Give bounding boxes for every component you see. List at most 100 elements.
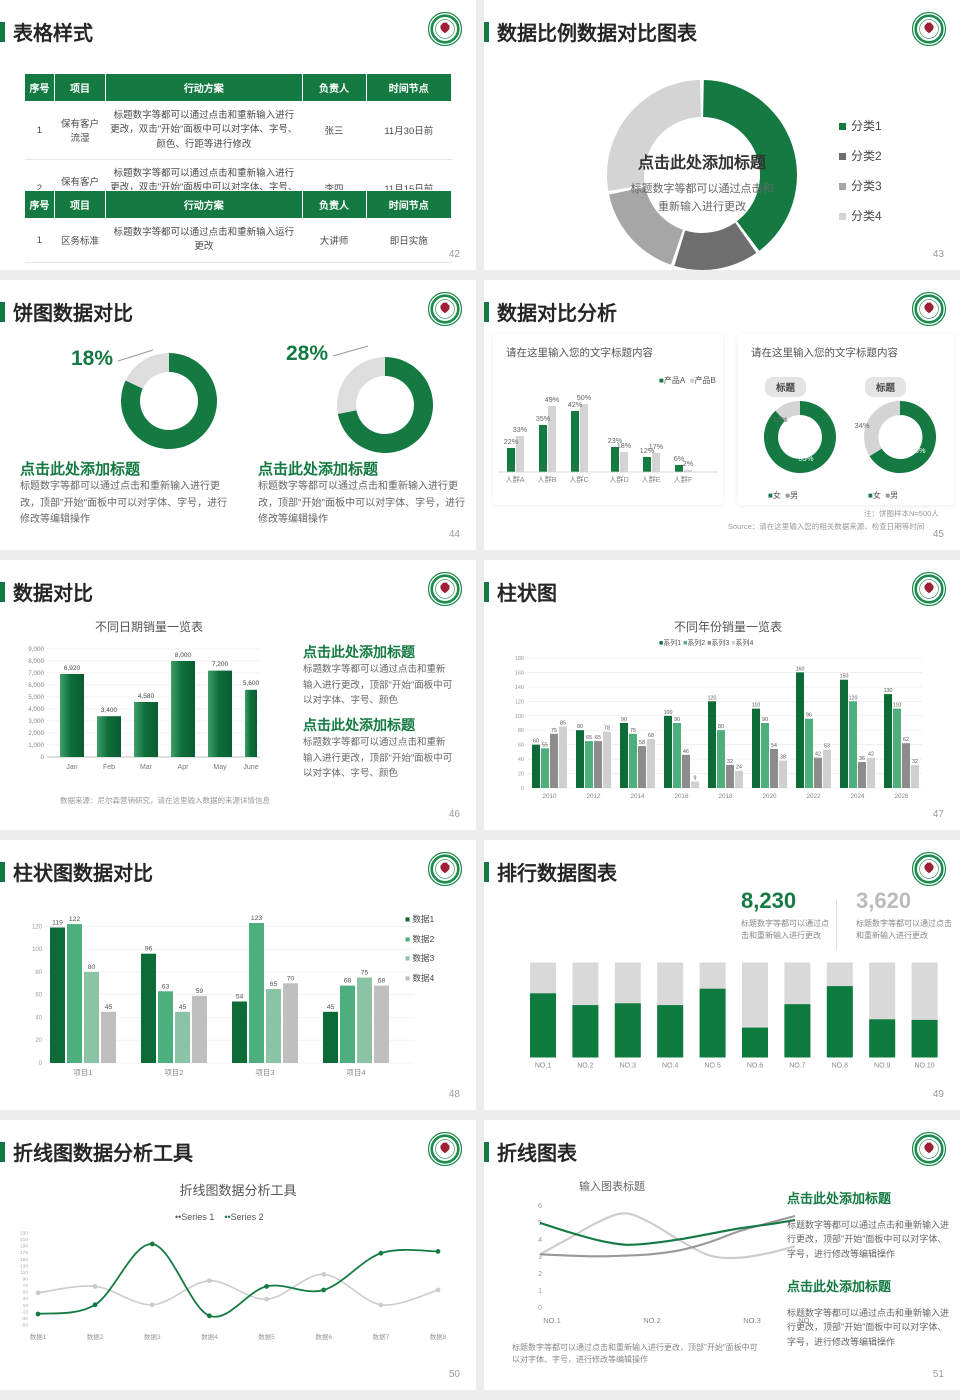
svg-text:2026: 2026 [894,793,909,800]
svg-text:160: 160 [796,666,805,672]
svg-text:35%: 35% [536,414,551,423]
svg-text:1: 1 [538,1288,542,1295]
svg-text:110: 110 [752,703,760,709]
svg-text:NO.10: NO.10 [914,1063,934,1070]
svg-text:40: 40 [518,757,524,763]
svg-text:34%: 34% [854,421,869,430]
svg-text:数据7: 数据7 [373,1332,390,1341]
svg-text:Jan: Jan [66,764,77,771]
svg-text:65: 65 [586,735,592,741]
svg-text:90: 90 [674,717,680,723]
svg-text:18%: 18% [617,441,632,450]
svg-text:120: 120 [708,695,717,701]
svg-text:NO.8: NO.8 [832,1063,848,1070]
svg-text:标题数字等都可以通过点击和: 标题数字等都可以通过点击和 [631,181,774,195]
svg-text:Apr: Apr [178,764,190,771]
svg-text:50: 50 [23,1290,29,1296]
svg-text:68: 68 [378,978,386,985]
svg-text:17%: 17% [649,442,664,451]
svg-text:分类2: 分类2 [851,149,882,163]
svg-text:NO.3: NO.3 [743,1316,761,1325]
svg-text:150: 150 [840,674,849,680]
svg-text:119: 119 [52,920,63,927]
svg-text:78: 78 [604,726,610,732]
svg-text:3,400: 3,400 [101,707,118,714]
svg-text:80: 80 [577,724,583,730]
svg-text:100: 100 [32,947,43,953]
svg-text:122: 122 [69,916,81,923]
svg-text:项目1: 项目1 [73,1068,92,1077]
svg-text:7,000: 7,000 [28,670,44,677]
svg-text:63: 63 [162,983,170,990]
svg-text:80: 80 [718,724,724,730]
svg-text:130: 130 [20,1263,28,1269]
svg-text:32: 32 [727,759,733,765]
svg-text:70: 70 [287,975,295,982]
svg-text:150: 150 [20,1257,28,1263]
svg-text:28%: 28% [286,342,328,365]
svg-text:Mar: Mar [140,764,153,771]
svg-text:96: 96 [145,946,153,953]
svg-text:人群F: 人群F [674,475,693,484]
svg-text:人群D: 人群D [609,475,629,484]
svg-text:60: 60 [533,739,539,745]
svg-text:数据8: 数据8 [430,1332,447,1341]
svg-text:60: 60 [35,993,42,999]
svg-text:6: 6 [538,1203,542,1210]
svg-text:36: 36 [859,756,865,762]
svg-text:分类4: 分类4 [851,209,882,223]
svg-text:2016: 2016 [674,793,689,800]
svg-text:June: June [243,764,258,771]
svg-text:0: 0 [40,754,44,761]
svg-text:65: 65 [595,735,601,741]
svg-text:May: May [213,764,227,771]
svg-text:90: 90 [762,717,768,723]
svg-text:5,000: 5,000 [28,694,44,701]
svg-text:人群E: 人群E [641,475,660,484]
svg-text:NO.4: NO.4 [662,1063,678,1070]
svg-text:3,000: 3,000 [28,718,44,725]
svg-text:68: 68 [344,978,352,985]
svg-text:NO.6: NO.6 [747,1063,763,1070]
svg-text:80: 80 [88,964,96,971]
svg-text:160: 160 [515,670,524,676]
svg-text:项目4: 项目4 [346,1068,365,1077]
svg-text:6,920: 6,920 [64,665,81,672]
svg-text:5,600: 5,600 [243,680,260,687]
svg-text:2020: 2020 [762,793,777,800]
svg-text:54: 54 [236,994,244,1001]
svg-text:项目2: 项目2 [164,1068,183,1077]
svg-text:0: 0 [521,786,524,792]
svg-text:123: 123 [251,915,263,922]
svg-text:0: 0 [39,1061,43,1067]
svg-text:2014: 2014 [630,793,645,800]
svg-text:4,000: 4,000 [28,706,44,713]
svg-text:60: 60 [518,743,524,749]
svg-text:10: 10 [23,1303,29,1309]
svg-text:30: 30 [23,1296,29,1302]
svg-text:96: 96 [806,713,812,719]
svg-text:2018: 2018 [718,793,733,800]
svg-text:点击此处添加标题: 点击此处添加标题 [638,153,767,172]
svg-text:42: 42 [815,752,821,758]
svg-text:45: 45 [105,1004,113,1011]
svg-text:4,580: 4,580 [138,693,155,700]
svg-text:59: 59 [196,988,204,995]
svg-text:140: 140 [515,685,524,691]
svg-text:85: 85 [560,721,566,727]
svg-text:80: 80 [518,728,524,734]
svg-text:24: 24 [736,765,742,771]
svg-text:75: 75 [361,970,369,977]
svg-text:数据4: 数据4 [201,1332,218,1341]
svg-text:NO.3: NO.3 [620,1063,636,1070]
svg-text:66%: 66% [910,446,925,455]
svg-text:120: 120 [849,695,858,701]
svg-text:210: 210 [20,1237,28,1243]
svg-text:NO.5: NO.5 [704,1063,720,1070]
svg-text:100: 100 [664,710,673,716]
svg-text:50%: 50% [577,393,592,402]
svg-text:8,000: 8,000 [175,652,192,659]
svg-text:130: 130 [884,688,893,694]
svg-text:49%: 49% [545,395,560,404]
svg-text:18%: 18% [71,347,113,370]
